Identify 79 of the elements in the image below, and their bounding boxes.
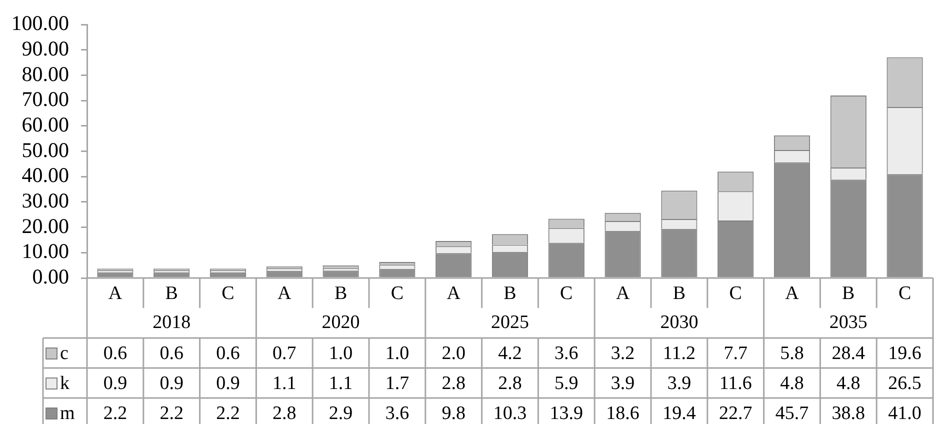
data-label: 3.2 [610,342,635,364]
data-label: 2.8 [272,402,296,424]
x-tick-label: C [390,282,404,304]
legend-label: c [60,342,68,364]
y-tick-label: 50.00 [22,138,69,162]
y-tick-label: 70.00 [22,87,69,112]
data-label: 0.7 [272,342,296,364]
data-label: 7.7 [724,342,748,364]
text: 2030 [660,312,698,333]
data-label: 19.4 [662,402,696,424]
data-label: 11.6 [719,372,752,394]
x-tick-label: B [165,282,178,304]
y-tick-label: 90.00 [22,36,69,60]
text: 2035 [829,312,868,333]
data-label: 1.7 [385,372,410,394]
x-tick-label: A [278,282,292,304]
data-label: 0.6 [103,342,128,364]
data-label: 2.8 [498,372,522,394]
data-label: 19.6 [888,342,922,364]
data-label: 4.8 [836,372,860,394]
x-tick-label: C [898,282,912,304]
y-tick-label: 10.00 [22,239,69,264]
data-label: 2.2 [160,402,184,424]
data-label: 4.8 [780,372,804,394]
data-label: 2.8 [442,372,466,394]
data-label: 1.1 [272,372,296,394]
data-label: 2.2 [103,402,128,424]
data-label: 0.9 [216,372,240,394]
x-tick-label: B [504,282,516,304]
data-label: 22.7 [718,402,752,424]
data-label: 3.6 [554,342,578,364]
x-tick-label: A [108,282,122,304]
data-label: 2.0 [442,342,466,364]
x-tick-label: A [616,282,630,304]
y-tick-label: 40.00 [22,163,69,188]
y-tick-label: 100.00 [11,11,69,36]
data-label: 5.8 [780,342,804,364]
data-label: 5.9 [554,372,578,394]
x-tick-label: A [446,282,461,304]
data-label: 11.2 [662,342,696,364]
x-tick-label: C [560,282,573,304]
data-label: 13.9 [550,402,584,424]
data-label: 28.4 [832,342,866,364]
data-label: 45.7 [775,402,809,424]
x-tick-label: B [672,282,686,304]
y-tick-label: 30.00 [22,188,69,212]
data-label: 0.9 [103,372,128,394]
legend-label: m [60,402,75,424]
x-tick-label: B [842,282,855,304]
y-tick-label: 0.00 [32,264,69,289]
data-label: 0.6 [160,342,184,364]
data-label: 26.5 [888,372,922,394]
x-tick-label: B [334,282,348,304]
x-tick-label: A [785,282,800,304]
data-label: 4.2 [498,342,522,364]
x-tick-label: C [729,282,742,304]
data-label: 38.8 [832,402,866,424]
text: 2025 [491,312,529,333]
data-label: 1.0 [385,342,410,364]
data-label: 10.3 [493,402,527,424]
x-tick-label: C [222,282,234,304]
y-tick-label: 60.00 [22,112,69,136]
data-label: 2.9 [328,402,353,424]
text: 2018 [152,312,191,333]
y-tick-label: 80.00 [22,62,69,86]
text: 2020 [322,312,360,333]
data-label: 2.2 [216,402,240,424]
legend-label: k [60,372,70,394]
data-label: 0.6 [216,342,240,364]
y-tick-label: 20.00 [22,214,69,238]
data-label: 18.6 [606,402,640,424]
data-label: 41.0 [888,402,922,424]
data-label: 1.0 [328,342,353,364]
data-label: 0.9 [160,372,184,394]
data-label: 9.8 [442,402,466,424]
data-label: 3.6 [385,402,410,424]
data-label: 1.1 [328,372,353,394]
data-label: 3.9 [667,372,692,394]
data-label: 3.9 [610,372,635,394]
